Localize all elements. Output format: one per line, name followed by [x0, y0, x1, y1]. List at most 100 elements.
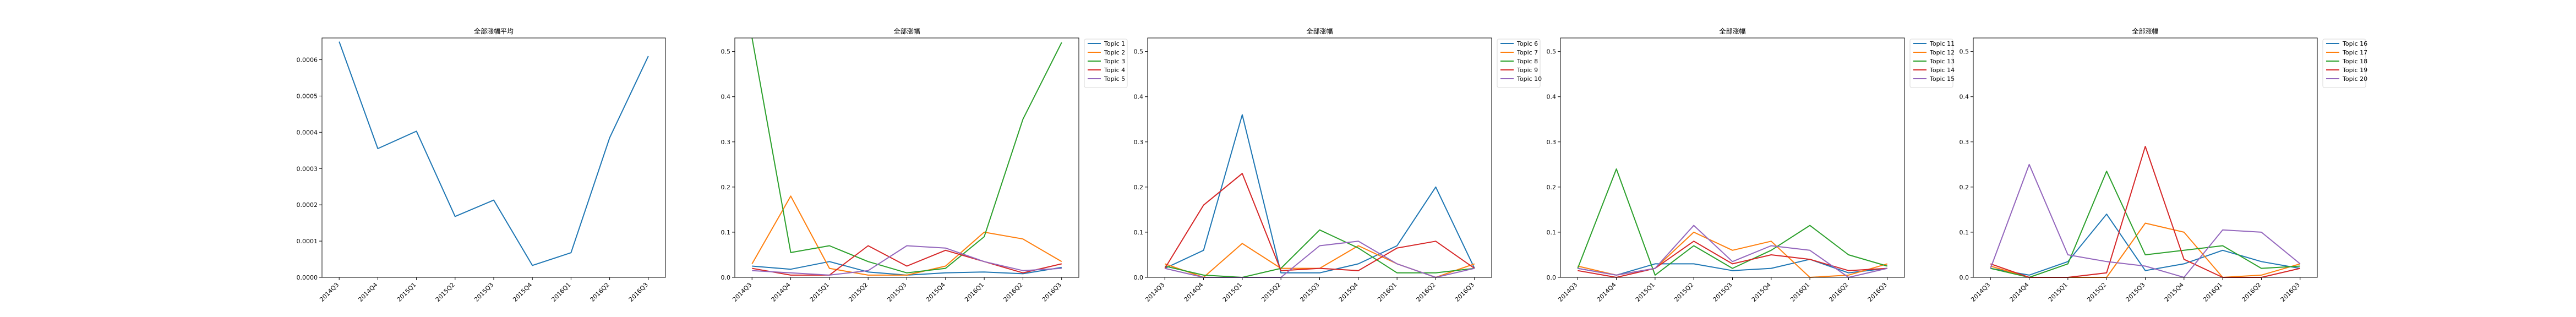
x-tick-label: 2014Q3 — [1557, 281, 1579, 303]
x-tick-label: 2014Q3 — [1969, 281, 1991, 303]
x-tick-label: 2015Q3 — [1712, 281, 1734, 303]
x-tick-label: 2016Q2 — [1415, 281, 1437, 303]
x-tick-label: 2016Q1 — [550, 281, 572, 303]
x-tick-label: 2014Q4 — [2009, 281, 2031, 303]
legend-label: Topic 2 — [1104, 49, 1125, 56]
chart-panel-4: 全部涨幅 0.0 0.1 0.2 0.3 0.4 0.5 2014Q3 2014Q4 2015Q1… — [1547, 27, 1955, 303]
legend-label: Topic 4 — [1104, 67, 1125, 74]
x-tick-label: 2014Q4 — [1596, 281, 1618, 303]
x-tick-label: 2016Q3 — [2279, 281, 2301, 303]
legend-label: Topic 20 — [2342, 75, 2367, 83]
series-line-topic-20 — [1990, 163, 2301, 278]
chart-panel-3: 全部涨幅 0.0 0.1 0.2 0.3 0.4 0.5 2014Q3 2014Q4 2015Q1… — [1134, 27, 1542, 303]
x-tick-label: 2015Q3 — [1299, 281, 1321, 303]
x-tick-label: 2015Q2 — [2086, 281, 2108, 303]
legend-label: Topic 7 — [1516, 49, 1538, 56]
x-tick-label: 2015Q1 — [2047, 281, 2069, 303]
x-tick-label: 2016Q3 — [1041, 281, 1063, 303]
legend-label: Topic 5 — [1104, 75, 1125, 83]
y-tick-label: 0.5 — [721, 48, 731, 56]
y-tick-label: 0.5 — [1547, 48, 1557, 56]
series-line-topic-16 — [1990, 214, 2300, 276]
y-tick-label: 0.3 — [1134, 139, 1144, 146]
legend-label: Topic 1 — [1104, 40, 1125, 47]
y-tick-label: 0.3 — [1547, 139, 1557, 146]
y-tick-label: 0.2 — [1547, 184, 1557, 191]
y-tick-label: 0.1 — [1134, 229, 1144, 236]
x-tick-label: 2014Q3 — [318, 281, 340, 303]
y-tick-label: 0.0 — [1134, 274, 1144, 281]
x-tick-label: 2014Q4 — [1183, 281, 1205, 303]
legend-label: Topic 6 — [1516, 40, 1538, 47]
x-tick-label: 2015Q2 — [434, 281, 456, 303]
legend-label: Topic 13 — [1929, 58, 1955, 65]
x-tick-label: 2016Q3 — [627, 281, 650, 303]
legend-box — [1497, 39, 1541, 88]
series-line-topic-3 — [751, 37, 1062, 274]
y-tick-label: 0.0000 — [297, 274, 318, 281]
x-tick-label: 2014Q4 — [357, 281, 379, 303]
axes-frame — [734, 37, 1079, 278]
x-tick-label: 2015Q1 — [396, 281, 418, 303]
y-tick-label: 0.0002 — [297, 201, 318, 209]
x-tick-label: 2015Q1 — [1634, 281, 1656, 303]
chart-title: 全部涨幅 — [1306, 27, 1333, 35]
y-tick-label: 0.4 — [1547, 94, 1557, 101]
y-tick-label: 0.4 — [1960, 94, 1969, 101]
series-line-topic-9 — [1164, 173, 1475, 271]
x-tick-label: 2015Q4 — [1338, 281, 1360, 303]
y-tick-label: 0.3 — [721, 139, 731, 146]
x-tick-label: 2015Q1 — [809, 281, 831, 303]
legend-label: Topic 15 — [1929, 75, 1955, 83]
x-tick-label: 2016Q2 — [1827, 281, 1849, 303]
y-tick-label: 0.0 — [721, 274, 731, 281]
series-line-topic-15 — [1578, 225, 1888, 278]
series-line-topic-2 — [751, 195, 1062, 276]
legend-label: Topic 11 — [1929, 40, 1955, 47]
x-tick-label: 2016Q3 — [1454, 281, 1476, 303]
legend-label: Topic 17 — [2342, 49, 2367, 56]
x-tick-label: 2016Q1 — [2202, 281, 2224, 303]
y-tick-label: 0.0006 — [297, 57, 318, 64]
y-tick-label: 0.0 — [1960, 274, 1969, 281]
y-tick-label: 0.4 — [721, 94, 731, 101]
y-tick-label: 0.0003 — [297, 165, 318, 172]
legend-label: Topic 14 — [1929, 67, 1955, 74]
series-line-topic-19 — [1990, 146, 2301, 278]
y-tick-label: 0.0004 — [297, 129, 318, 136]
x-tick-label: 2016Q1 — [1789, 281, 1811, 303]
chart-title: 全部涨幅 — [2132, 27, 2158, 35]
legend-label: Topic 10 — [1516, 75, 1542, 83]
y-tick-label: 0.2 — [721, 184, 731, 191]
series-line-topic-4 — [752, 245, 1062, 276]
y-tick-label: 0.2 — [1960, 184, 1969, 191]
x-tick-label: 2016Q1 — [1376, 281, 1398, 303]
y-tick-label: 0.5 — [1134, 48, 1144, 56]
axes-frame — [1973, 37, 2318, 278]
x-tick-label: 2016Q2 — [589, 281, 611, 303]
legend-box — [2322, 39, 2366, 88]
chart-title: 全部涨幅平均 — [474, 27, 514, 35]
x-tick-label: 2015Q2 — [1673, 281, 1695, 303]
x-tick-label: 2016Q1 — [963, 281, 985, 303]
series-line-topic-6 — [1164, 114, 1475, 274]
x-tick-label: 2014Q3 — [731, 281, 753, 303]
x-tick-label: 2015Q2 — [847, 281, 869, 303]
legend-label: Topic 8 — [1516, 58, 1538, 65]
y-tick-label: 0.5 — [1960, 48, 1969, 56]
legend-label: Topic 12 — [1929, 49, 1955, 56]
x-tick-label: 2015Q4 — [2163, 281, 2185, 303]
x-tick-label: 2015Q4 — [1750, 281, 1772, 303]
chart-title: 全部涨幅 — [893, 27, 920, 35]
y-tick-label: 0.1 — [721, 229, 731, 236]
legend-box — [1909, 39, 1953, 88]
x-tick-label: 2016Q2 — [2240, 281, 2262, 303]
legend-label: Topic 18 — [2342, 58, 2367, 65]
x-tick-label: 2015Q4 — [511, 281, 533, 303]
chart-title: 全部涨幅 — [1719, 27, 1745, 35]
legend-box — [1084, 39, 1128, 88]
